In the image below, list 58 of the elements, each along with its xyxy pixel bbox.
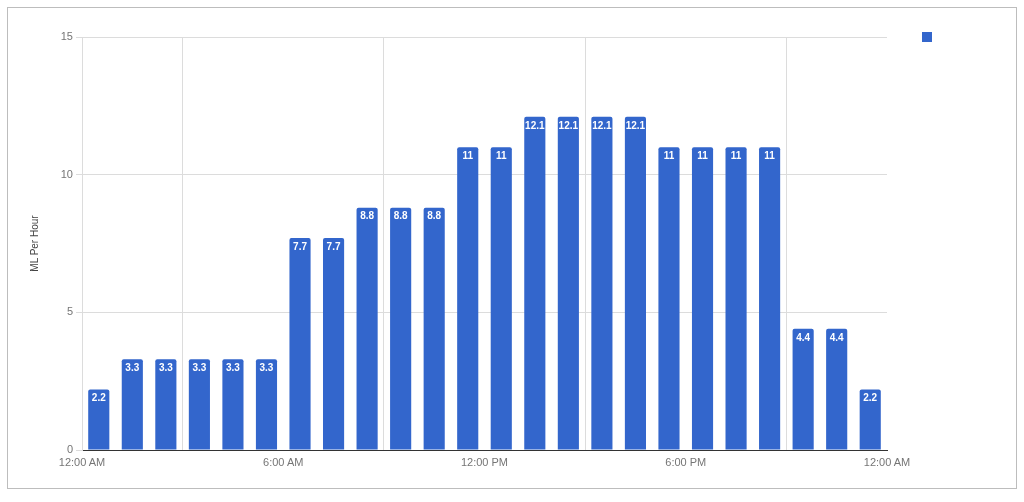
bar	[155, 359, 177, 450]
data-label: 12.1	[625, 119, 646, 131]
bar	[323, 237, 345, 450]
data-label: 12.1	[592, 119, 613, 131]
data-label: 11	[764, 149, 776, 161]
x-tick-label: 12:00 PM	[460, 455, 509, 468]
bar	[759, 147, 781, 450]
data-label: 11	[697, 149, 709, 161]
data-label: 8.8	[393, 210, 409, 222]
bar	[859, 389, 881, 450]
y-axis-title: ML Per Hour	[28, 214, 40, 272]
data-label: 3.3	[125, 361, 140, 373]
data-label: 4.4	[829, 331, 845, 343]
x-tick-label: 12:00 AM	[863, 455, 911, 468]
bar	[826, 328, 848, 450]
bar	[222, 359, 244, 450]
y-tick-label: 0	[66, 443, 73, 456]
y-tick-label: 10	[60, 167, 73, 180]
bar	[490, 147, 512, 450]
data-label: 8.8	[427, 210, 442, 222]
data-label: 11	[730, 149, 742, 161]
bar	[658, 147, 680, 450]
data-label: 12.1	[558, 119, 579, 131]
bar	[390, 207, 412, 450]
x-tick-label: 6:00 AM	[263, 455, 304, 468]
x-tick-label: 12:00 AM	[58, 455, 106, 468]
data-label: 4.4	[796, 331, 811, 343]
data-label: 3.3	[225, 361, 241, 373]
bar	[121, 359, 143, 450]
bar	[356, 207, 378, 450]
data-label: 3.3	[158, 361, 174, 373]
bar	[725, 147, 747, 450]
data-label: 11	[495, 149, 507, 161]
bar	[524, 116, 546, 450]
y-tick-label: 15	[60, 30, 73, 43]
bar	[557, 116, 579, 450]
bar	[691, 147, 714, 450]
bar	[792, 328, 814, 450]
bar	[88, 389, 110, 450]
data-label: 3.3	[192, 361, 207, 373]
bar	[423, 207, 445, 450]
data-label: 3.3	[259, 361, 274, 373]
bar	[591, 116, 613, 450]
data-label: 11	[663, 149, 675, 161]
bar	[624, 116, 646, 450]
bar	[255, 359, 278, 450]
bar	[289, 237, 311, 450]
data-label: 11	[462, 149, 474, 161]
bar	[188, 359, 210, 450]
data-label: 2.2	[863, 392, 878, 404]
x-tick-label: 6:00 PM	[665, 455, 707, 468]
bar	[457, 147, 479, 450]
data-label: 7.7	[293, 240, 308, 252]
y-tick-label: 5	[66, 305, 73, 318]
data-label: 8.8	[360, 210, 375, 222]
data-label: 7.7	[326, 240, 341, 252]
data-label: 12.1	[525, 119, 545, 131]
data-label: 2.2	[91, 392, 107, 404]
